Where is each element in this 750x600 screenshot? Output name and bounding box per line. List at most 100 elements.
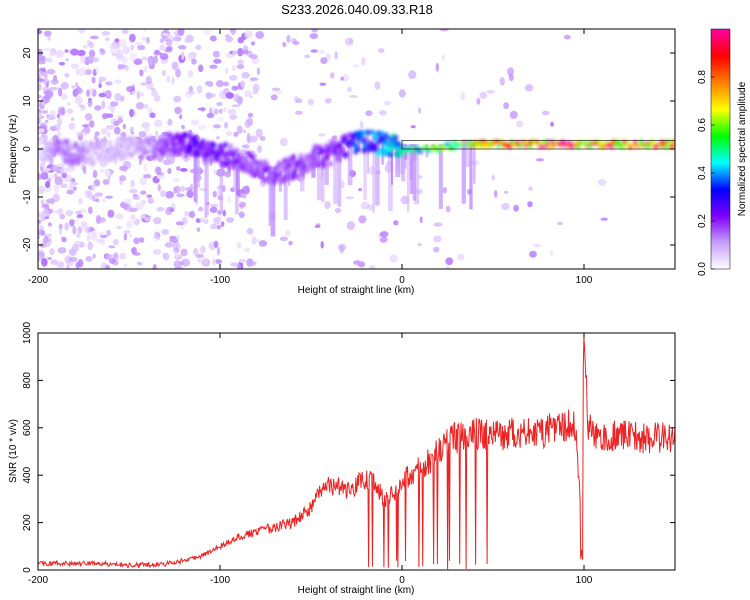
spectrogram-y-tick-label: 10 [22, 95, 33, 107]
spectrogram-noise-cell [98, 83, 102, 89]
spectrogram-y-tick-label: 20 [22, 47, 33, 59]
colorbar-cell [711, 107, 730, 110]
colorbar-cell [711, 57, 730, 60]
spectrogram-noise-cell [212, 50, 220, 58]
spectrogram-noise-cell [77, 226, 83, 234]
spectrogram-noise-cell [69, 219, 75, 227]
spectrogram-noise-cell [181, 216, 188, 225]
spectrogram-noise-cell [61, 172, 67, 179]
spectrogram-noise-cell [161, 229, 170, 236]
spectrogram-noise-cell [184, 187, 192, 191]
spectrogram-ridge-cell [250, 165, 255, 172]
colorbar-cell [711, 245, 730, 248]
spectrogram-noise-cell [102, 198, 107, 202]
spectrogram-noise-cell [236, 242, 242, 249]
spectrogram-noise-cell [38, 29, 43, 35]
colorbar-cell [711, 109, 730, 112]
colorbar-cell [711, 187, 730, 190]
spectrogram-noise-cell [597, 178, 607, 186]
spectrogram-noise-cell [244, 247, 250, 252]
spectrogram-ridge-cell [188, 145, 193, 152]
spectrogram-noise-cell [290, 38, 297, 44]
spectrogram-noise-cell [229, 29, 235, 32]
colorbar-cell [711, 233, 730, 236]
spectrogram-smear-cell [412, 144, 416, 201]
spectrogram-noise-cell [116, 225, 123, 230]
spectrogram-noise-cell [107, 209, 115, 218]
spectrogram-x-tick-label: -200 [28, 275, 48, 286]
spectrogram-ridge-cell [617, 140, 623, 146]
spectrogram-noise-cell [251, 236, 257, 246]
snr-y-tick-label: 0 [22, 567, 33, 573]
spectrogram-noise-cell [145, 76, 152, 85]
spectrogram-smear-cell [324, 150, 329, 185]
colorbar-cell [711, 79, 730, 82]
spectrogram-ridge-cell [331, 137, 337, 144]
spectrogram-noise-cell [43, 47, 51, 51]
spectrogram-ridge-cell [304, 153, 310, 160]
spectrogram-noise-cell [50, 78, 59, 85]
spectrogram-noise-cell [410, 125, 416, 129]
spectrogram-noise-cell [199, 217, 205, 223]
spectrogram-noise-cell [114, 213, 124, 220]
colorbar-cell [711, 243, 730, 246]
spectrogram-smear-cell [356, 136, 361, 152]
spectrogram-noise-cell [524, 84, 534, 92]
spectrogram-ridge-cell [371, 143, 377, 150]
spectrogram-noise-cell [557, 221, 563, 226]
spectrogram-noise-cell [236, 95, 243, 105]
spectrogram-noise-cell [95, 238, 104, 244]
spectrogram-noise-cell [159, 52, 169, 60]
spectrogram-noise-cell [47, 222, 52, 227]
spectrogram-noise-cell [136, 261, 143, 266]
spectrogram-noise-cell [57, 87, 63, 97]
colorbar-cell [711, 29, 730, 32]
spectrogram-noise-cell [188, 210, 196, 219]
colorbar-cell [711, 99, 730, 102]
spectrogram-noise-cell [46, 68, 56, 75]
spectrogram-noise-cell [140, 82, 148, 86]
spectrogram-noise-cell [117, 64, 127, 70]
spectrogram-noise-cell [361, 56, 366, 66]
spectrogram-noise-cell [216, 224, 222, 230]
spectrogram-ridge-cell [575, 144, 581, 150]
spectrogram-noise-cell [314, 224, 321, 228]
spectrogram-noise-cell [348, 94, 358, 99]
spectrogram-noise-cell [379, 110, 387, 116]
spectrogram-noise-cell [224, 170, 231, 178]
spectrogram-noise-cell [98, 79, 102, 85]
spectrogram-noise-cell [226, 131, 232, 137]
colorbar-cell [711, 253, 730, 256]
colorbar-cell [711, 145, 730, 148]
spectrogram-noise-cell [239, 149, 247, 156]
spectrogram-noise-cell [146, 194, 153, 198]
spectrogram-noise-cell [94, 198, 100, 203]
snr-y-tick-label: 400 [22, 466, 33, 483]
spectrogram-noise-cell [41, 203, 49, 210]
colorbar-cell [711, 263, 730, 266]
spectrogram-noise-cell [138, 130, 147, 138]
spectrogram-noise-cell [304, 54, 311, 59]
spectrogram-ridge-cell [597, 140, 603, 145]
spectrogram-noise-cell [433, 235, 442, 243]
spectrogram-ridge-cell [327, 160, 333, 167]
spectrogram-ridge-cell [293, 173, 299, 180]
spectrogram-ridge-cell [370, 129, 375, 136]
spectrogram-noise-cell [460, 91, 466, 101]
spectrogram-noise-cell [75, 210, 82, 215]
colorbar-cell [711, 149, 730, 152]
spectrogram-ridge-cell [42, 135, 48, 142]
colorbar-cell [711, 213, 730, 216]
spectrogram-smear-cell [390, 141, 394, 185]
spectrogram-noise-cell [238, 201, 247, 208]
spectrogram-noise-cell [105, 195, 113, 199]
spectrogram-ridge-cell [145, 149, 150, 156]
spectrogram-noise-cell [329, 72, 335, 79]
spectrogram-noise-cell [527, 201, 533, 208]
colorbar-cell [711, 157, 730, 160]
spectrogram-noise-cell [72, 225, 77, 235]
spectrogram-ridge-cell [148, 135, 154, 142]
spectrogram-noise-cell [209, 35, 217, 42]
spectrogram-noise-cell [143, 65, 148, 73]
spectrogram-noise-cell [154, 166, 160, 175]
